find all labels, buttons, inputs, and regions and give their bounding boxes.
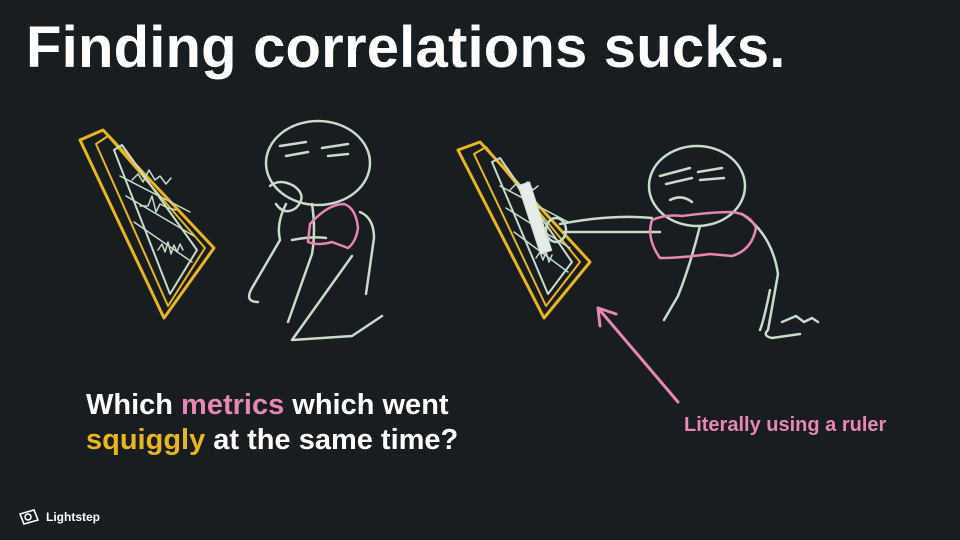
question-line-1: Which metrics which went: [86, 388, 458, 423]
arrow-pointer: [596, 306, 680, 404]
monitor-right-drawing: [456, 140, 592, 320]
brand-logo: Lightstep: [18, 508, 100, 526]
question-part-3: at the same time?: [205, 424, 459, 456]
brand-name: Lightstep: [46, 510, 100, 524]
question-part-1: Which: [86, 389, 182, 421]
ruler-annotation: Literally using a ruler: [684, 414, 887, 436]
question-part-2: which went: [284, 389, 449, 421]
question-line-2: squiggly at the same time?: [86, 423, 458, 458]
pink-shirt-left: [306, 202, 360, 250]
thinking-person-drawing: [247, 119, 384, 342]
question-text: Which metrics which went squiggly at the…: [86, 388, 458, 458]
monitor-left-drawing: [78, 128, 216, 320]
reaching-person-drawing: [544, 144, 820, 340]
slide-title: Finding correlations sucks.: [26, 15, 786, 80]
highlight-squiggly: squiggly: [86, 424, 206, 456]
pink-shirt-right: [649, 210, 758, 260]
highlight-metrics: metrics: [181, 389, 285, 421]
lightstep-logo-icon: [18, 509, 40, 525]
